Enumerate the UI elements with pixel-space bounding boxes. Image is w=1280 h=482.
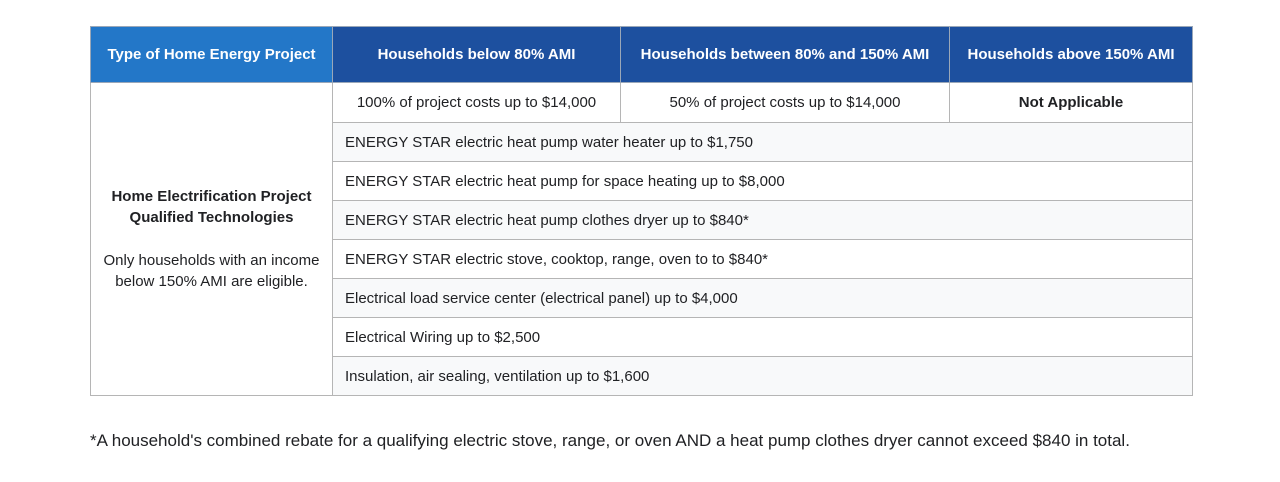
header-cell-below-80-ami: Households below 80% AMI	[332, 26, 621, 83]
technology-cell-space-heating: ENERGY STAR electric heat pump for space…	[332, 161, 1193, 201]
combined-rebate-footnote: *A household's combined rebate for a qua…	[90, 431, 1130, 450]
table-row: ENERGY STAR electric heat pump for space…	[91, 161, 1193, 201]
table-row: Electrical load service center (electric…	[91, 278, 1193, 318]
table-row: ENERGY STAR electric heat pump water hea…	[91, 122, 1193, 162]
project-type-note: Only households with an income below 150…	[103, 252, 320, 290]
technology-cell-insulation: Insulation, air sealing, ventilation up …	[332, 356, 1193, 396]
table-row: Electrical Wiring up to $2,500	[91, 317, 1193, 357]
cost-cell-below-80: 100% of project costs up to $14,000	[332, 82, 621, 123]
home-energy-rebate-table: Type of Home Energy Project Households b…	[90, 26, 1193, 396]
cost-cell-between-80-150: 50% of project costs up to $14,000	[620, 82, 950, 123]
header-cell-above-150-ami: Households above 150% AMI	[949, 26, 1193, 83]
table-row: ENERGY STAR electric stove, cooktop, ran…	[91, 239, 1193, 279]
header-cell-project-type: Type of Home Energy Project	[90, 26, 333, 83]
cost-cell-above-150: Not Applicable	[949, 82, 1193, 123]
header-cell-between-80-150-ami: Households between 80% and 150% AMI	[620, 26, 950, 83]
technology-cell-clothes-dryer: ENERGY STAR electric heat pump clothes d…	[332, 200, 1193, 240]
technology-cell-stove-cooktop: ENERGY STAR electric stove, cooktop, ran…	[332, 239, 1193, 279]
project-type-title: Home Electrification Project Qualified T…	[111, 188, 312, 226]
table-row: Insulation, air sealing, ventilation up …	[91, 356, 1193, 396]
technology-cell-electrical-panel: Electrical load service center (electric…	[332, 278, 1193, 318]
table-header-row: Type of Home Energy Project Households b…	[90, 26, 1193, 83]
technology-cell-electrical-wiring: Electrical Wiring up to $2,500	[332, 317, 1193, 357]
project-type-cell: Home Electrification Project Qualified T…	[90, 82, 333, 396]
cost-row: Home Electrification Project Qualified T…	[90, 82, 1193, 396]
technology-cell-water-heater: ENERGY STAR electric heat pump water hea…	[332, 122, 1193, 162]
